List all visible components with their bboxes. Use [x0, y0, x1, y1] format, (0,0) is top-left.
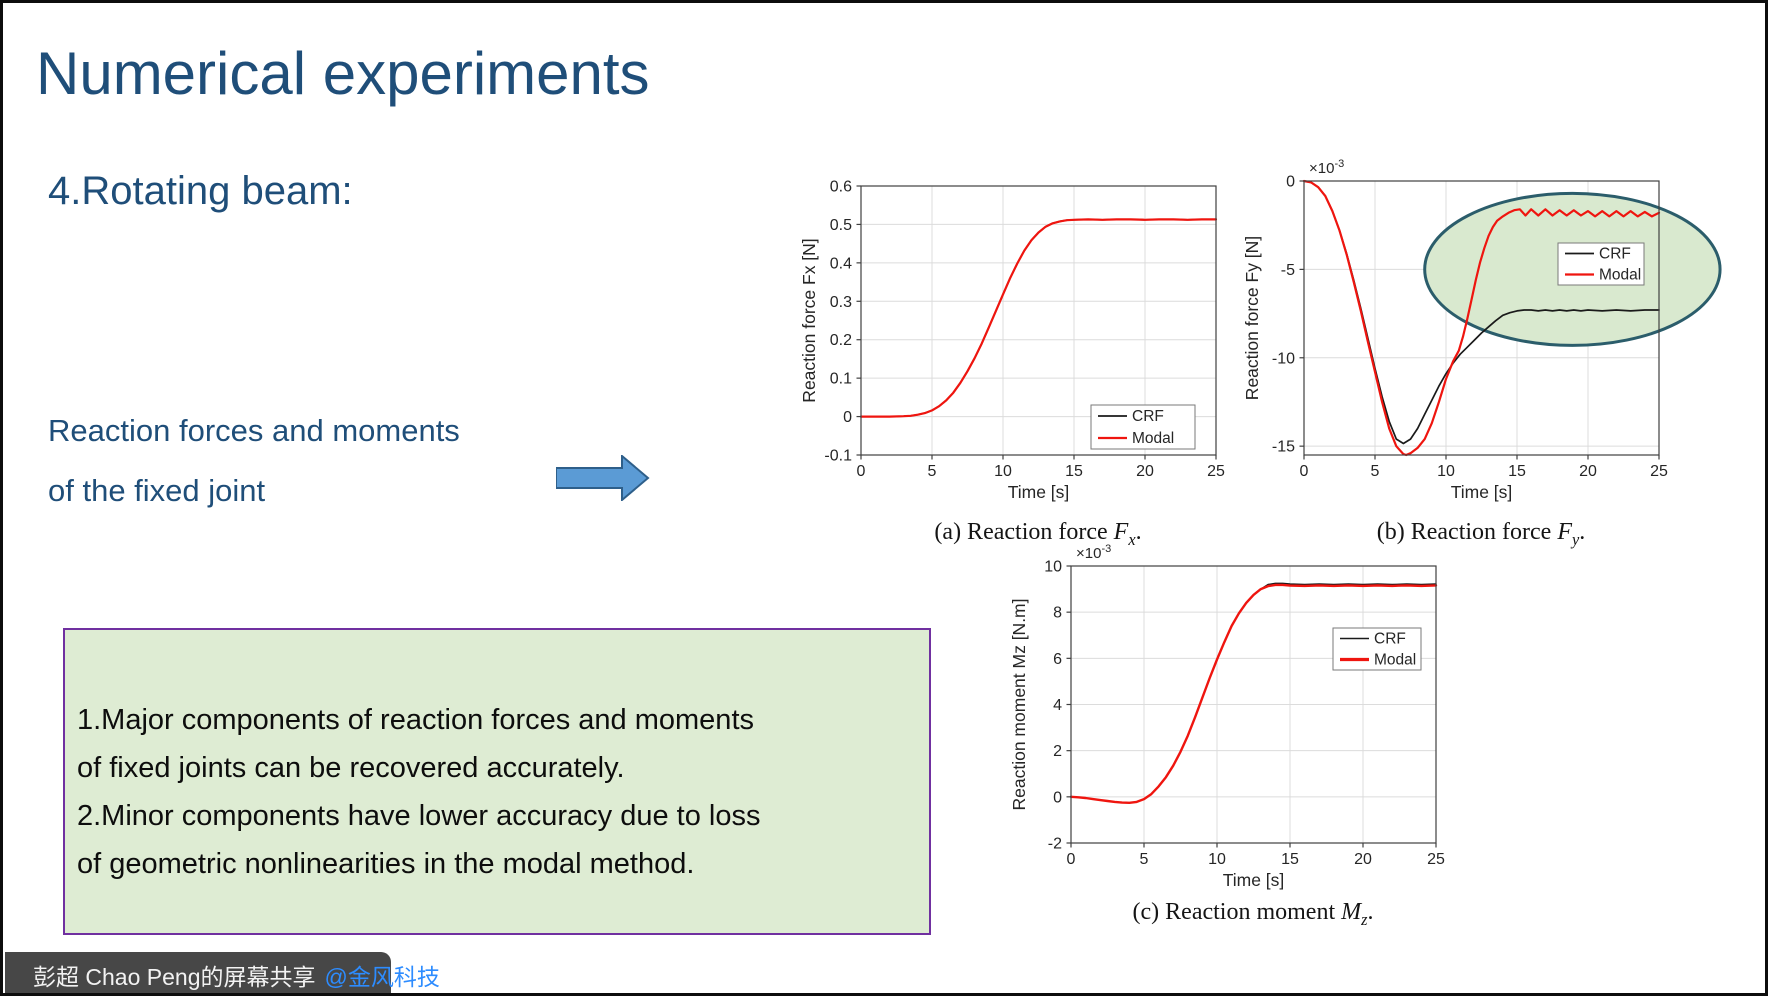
- series-crf: [1070, 582, 1437, 804]
- legend-entry-crf: CRF: [1599, 246, 1631, 263]
- caption-a: (a) Reaction force Fx.: [934, 519, 1142, 549]
- series-crf: [860, 218, 1217, 418]
- svg-text:0.4: 0.4: [830, 255, 852, 272]
- svg-text:5: 5: [1140, 851, 1149, 868]
- svg-text:5: 5: [928, 463, 937, 480]
- svg-text:0.5: 0.5: [830, 217, 852, 234]
- svg-text:-10: -10: [1272, 350, 1295, 367]
- watermark-mention: @金风科技: [324, 963, 440, 990]
- svg-text:10: 10: [1044, 559, 1062, 576]
- section-heading: 4.Rotating beam:: [48, 169, 353, 213]
- svg-text:4: 4: [1053, 697, 1062, 714]
- lead-text: Reaction forces and moments of the fixed…: [48, 401, 460, 521]
- caption-a-text: (a) Reaction force: [934, 519, 1114, 545]
- svg-text:0: 0: [1286, 174, 1295, 191]
- page-title: Numerical experiments: [36, 40, 650, 107]
- caption-c-subscript: z: [1361, 909, 1368, 929]
- y-axis-label: Reaction moment Mz [N.m]: [1009, 599, 1029, 811]
- x-axis-label: Time [s]: [1223, 870, 1285, 890]
- svg-text:15: 15: [1508, 463, 1526, 480]
- svg-text:20: 20: [1136, 463, 1154, 480]
- right-arrow-icon: [556, 455, 650, 501]
- legend-entry-modal: Modal: [1374, 652, 1416, 669]
- chart-reaction-force-fy: 0 5 10 15 20 25 -15 -10 -5 0 Time [s] Reaction forc…: [1242, 143, 1734, 508]
- svg-text:6: 6: [1053, 651, 1062, 668]
- caption-b: (b) Reaction force Fy.: [1376, 519, 1586, 549]
- chart-reaction-moment-mz: 0 5 10 15 20 25 -2 0 2 4 6 8 10 Time [s] Reaction mome…: [1009, 528, 1466, 896]
- svg-text:-0.1: -0.1: [824, 448, 852, 465]
- svg-text:2: 2: [1053, 743, 1062, 760]
- svg-text:20: 20: [1579, 463, 1597, 480]
- lead-text-line2: of the fixed joint: [48, 473, 266, 508]
- y-axis-label: Reaction force Fx [N]: [799, 238, 819, 402]
- svg-text:10: 10: [994, 463, 1012, 480]
- svg-text:0.1: 0.1: [830, 371, 852, 388]
- legend-entry-crf: CRF: [1132, 408, 1164, 425]
- sharer-name-label: 彭超 Chao Peng的屏幕共享: [33, 963, 316, 990]
- x-axis-label: Time [s]: [1451, 482, 1513, 502]
- legend: CRF Modal: [1332, 627, 1422, 671]
- svg-text:0.3: 0.3: [830, 294, 852, 311]
- lead-text-line1: Reaction forces and moments: [48, 413, 460, 448]
- svg-text:10: 10: [1208, 851, 1226, 868]
- caption-c-symbol: M: [1341, 899, 1362, 925]
- caption-a-subscript: x: [1128, 529, 1136, 549]
- svg-text:15: 15: [1065, 463, 1083, 480]
- svg-text:0: 0: [857, 463, 866, 480]
- summary-note-box: 1.Major components of reaction forces an…: [63, 628, 931, 935]
- series-modal: [1302, 179, 1661, 457]
- screen-share-bar: 彭超 Chao Peng的屏幕共享 @金风科技: [5, 952, 440, 993]
- legend-entry-crf: CRF: [1374, 631, 1406, 648]
- note-line: of geometric nonlinearities in the modal…: [77, 848, 695, 880]
- svg-text:20: 20: [1354, 851, 1372, 868]
- svg-text:15: 15: [1281, 851, 1299, 868]
- svg-text:0: 0: [1067, 851, 1076, 868]
- svg-text:-5: -5: [1281, 262, 1295, 279]
- note-line: of fixed joints can be recovered accurat…: [77, 752, 625, 784]
- legend-entry-modal: Modal: [1599, 267, 1641, 284]
- series-modal: [1069, 583, 1438, 805]
- svg-text:25: 25: [1650, 463, 1668, 480]
- caption-c: (c) Reaction moment Mz.: [1132, 899, 1374, 929]
- svg-text:10: 10: [1437, 463, 1455, 480]
- note-line: 2.Minor components have lower accuracy d…: [77, 800, 761, 832]
- svg-text:25: 25: [1427, 851, 1445, 868]
- svg-text:25: 25: [1207, 463, 1225, 480]
- caption-c-text: (c) Reaction moment: [1132, 899, 1342, 925]
- legend: CRF Modal: [1557, 242, 1645, 286]
- y-axis-label: Reaction force Fy [N]: [1242, 236, 1262, 400]
- svg-text:8: 8: [1053, 605, 1062, 622]
- note-line: 1.Major components of reaction forces an…: [77, 704, 754, 736]
- svg-text:0.6: 0.6: [830, 179, 852, 196]
- svg-text:-15: -15: [1272, 439, 1295, 456]
- svg-text:0: 0: [1053, 789, 1062, 806]
- svg-text:-2: -2: [1048, 836, 1062, 853]
- legend: CRF Modal: [1090, 404, 1196, 450]
- legend-entry-modal: Modal: [1132, 430, 1174, 447]
- svg-text:5: 5: [1371, 463, 1380, 480]
- svg-text:0: 0: [1300, 463, 1309, 480]
- series-modal: [859, 218, 1218, 418]
- svg-text:0: 0: [843, 409, 852, 426]
- axis-exponent-label: ×10-3: [1309, 158, 1344, 177]
- caption-a-symbol: F: [1113, 519, 1129, 545]
- caption-b-subscript: y: [1572, 529, 1580, 549]
- svg-text:0.2: 0.2: [830, 332, 852, 349]
- caption-b-symbol: F: [1557, 519, 1572, 545]
- caption-b-text: (b) Reaction force: [1376, 519, 1558, 545]
- chart-reaction-force-fx: 0 5 10 15 20 25 -0.1 0 0.1 0.2 0.3 0.4 0.5 0.6 Time [s…: [799, 163, 1244, 508]
- x-axis-label: Time [s]: [1008, 482, 1070, 502]
